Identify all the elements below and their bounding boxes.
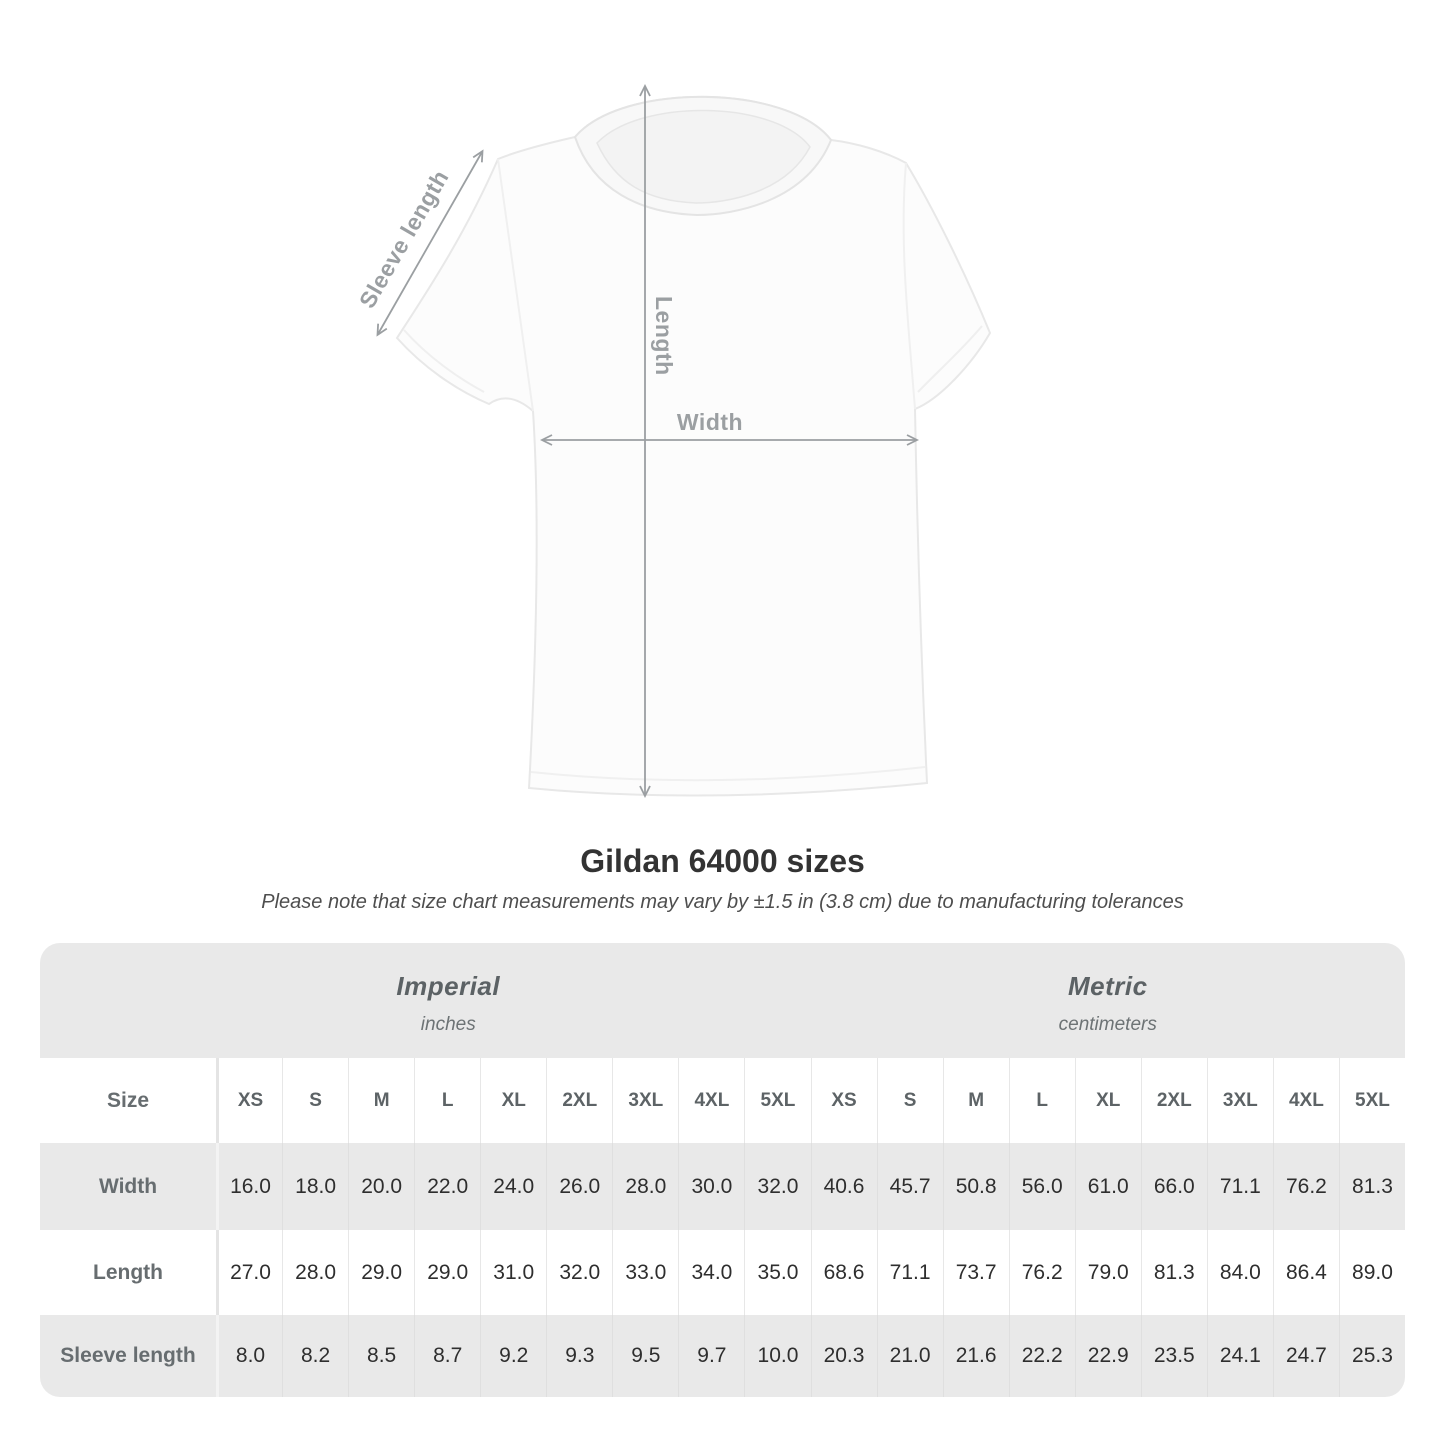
size-col-header: S [282,1058,349,1143]
tshirt-measurement-diagram: Sleeve length Length Width [354,0,992,824]
imperial-title: Imperial [396,971,501,1001]
sleeve-length-arrow [378,152,482,334]
measurement-value: 27.0 [216,1230,283,1315]
measurement-row-label: Width [40,1143,216,1230]
tolerance-note: Please note that size chart measurements… [261,891,1184,913]
measurement-value: 81.3 [1140,1230,1207,1315]
measurement-value: 28.0 [612,1143,679,1230]
measurement-value: 8.5 [348,1315,415,1397]
measurement-value: 61.0 [1074,1143,1141,1230]
size-col-header: 4XL [678,1058,745,1143]
measurement-value: 56.0 [1008,1143,1075,1230]
size-col-header: L [1008,1058,1075,1143]
size-col-header: L [414,1058,481,1143]
measurement-value: 26.0 [546,1143,613,1230]
measurement-value: 21.6 [942,1315,1009,1397]
size-table: Imperial inches Metric centimeters Size X… [40,943,1405,1397]
measurement-value: 9.7 [678,1315,745,1397]
page-title: Gildan 64000 sizes [580,843,865,879]
measurement-value: 20.0 [348,1143,415,1230]
size-col-header: M [348,1058,415,1143]
measurement-value: 10.0 [744,1315,811,1397]
width-label: Width [677,409,743,435]
measurement-value: 18.0 [282,1143,349,1230]
length-label: Length [651,296,677,376]
measurement-value: 16.0 [216,1143,283,1230]
measurement-value: 24.7 [1272,1315,1339,1397]
size-col-header: 3XL [1206,1058,1273,1143]
size-col-header: XL [1074,1058,1141,1143]
measurement-value: 32.0 [546,1230,613,1315]
measurement-value: 21.0 [876,1315,943,1397]
measurement-value: 8.0 [216,1315,283,1397]
size-row-label: Size [40,1058,216,1143]
measurement-value: 31.0 [480,1230,547,1315]
size-col-header: 4XL [1272,1058,1339,1143]
size-col-header: 2XL [1140,1058,1207,1143]
tshirt-illustration [395,95,992,797]
measurement-value: 8.2 [282,1315,349,1397]
measurement-value: 28.0 [282,1230,349,1315]
measurement-row-label: Length [40,1230,216,1315]
size-col-header: 5XL [744,1058,811,1143]
size-col-header: 3XL [612,1058,679,1143]
measurement-value: 35.0 [744,1230,811,1315]
size-col-header: XS [216,1058,283,1143]
size-col-header: XL [480,1058,547,1143]
size-col-header: M [942,1058,1009,1143]
measurement-value: 89.0 [1338,1230,1405,1315]
measurement-value: 22.9 [1074,1315,1141,1397]
measurement-value: 9.2 [480,1315,547,1397]
measurement-value: 33.0 [612,1230,679,1315]
imperial-unit: inches [420,1014,476,1035]
measurement-value: 76.2 [1008,1230,1075,1315]
measurement-value: 84.0 [1206,1230,1273,1315]
measurement-value: 32.0 [744,1143,811,1230]
measurement-value: 45.7 [876,1143,943,1230]
size-col-header: S [876,1058,943,1143]
measurement-value: 76.2 [1272,1143,1339,1230]
measurement-value: 29.0 [414,1230,481,1315]
measurement-value: 68.6 [810,1230,877,1315]
measurement-value: 79.0 [1074,1230,1141,1315]
measurement-value: 81.3 [1338,1143,1405,1230]
measurement-value: 9.3 [546,1315,613,1397]
measurement-value: 9.5 [612,1315,679,1397]
imperial-section-header: Imperial inches [40,943,811,1058]
measurement-row-label: Sleeve length [40,1315,216,1397]
measurement-value: 30.0 [678,1143,745,1230]
measurement-value: 29.0 [348,1230,415,1315]
measurement-value: 8.7 [414,1315,481,1397]
measurement-value: 24.0 [480,1143,547,1230]
measurement-value: 66.0 [1140,1143,1207,1230]
measurement-value: 25.3 [1338,1315,1405,1397]
size-col-header: 2XL [546,1058,613,1143]
size-col-header: 5XL [1338,1058,1405,1143]
size-col-header: XS [810,1058,877,1143]
metric-section-header: Metric centimeters [810,943,1405,1058]
measurement-value: 24.1 [1206,1315,1273,1397]
metric-title: Metric [1067,971,1148,1001]
measurement-value: 22.0 [414,1143,481,1230]
metric-unit: centimeters [1058,1014,1157,1035]
measurement-value: 71.1 [1206,1143,1273,1230]
measurement-value: 22.2 [1008,1315,1075,1397]
measurement-arrows [378,87,916,795]
measurement-value: 50.8 [942,1143,1009,1230]
measurement-value: 20.3 [810,1315,877,1397]
measurement-value: 34.0 [678,1230,745,1315]
measurement-value: 40.6 [810,1143,877,1230]
measurement-value: 73.7 [942,1230,1009,1315]
measurement-value: 86.4 [1272,1230,1339,1315]
measurement-value: 71.1 [876,1230,943,1315]
measurement-value: 23.5 [1140,1315,1207,1397]
